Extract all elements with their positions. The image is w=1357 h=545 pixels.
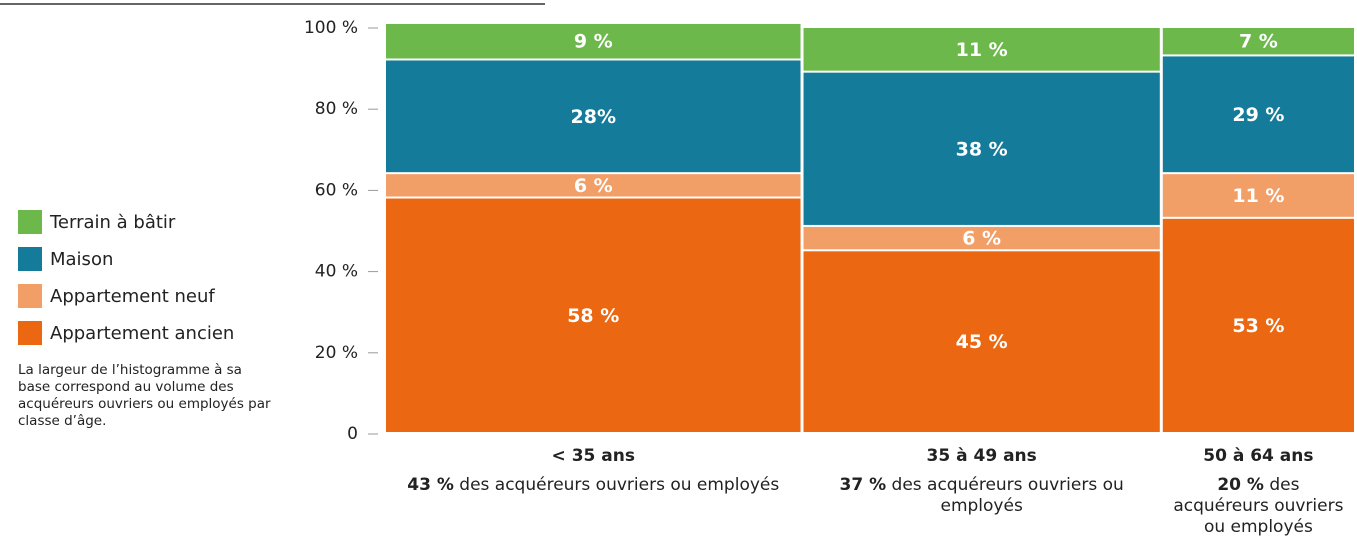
- segment: [803, 226, 1160, 250]
- segment: [386, 60, 801, 173]
- data-label: 58 %: [567, 305, 619, 327]
- category-label: 35 à 49 ans: [926, 446, 1037, 466]
- y-tick-label: 40 %: [315, 262, 358, 282]
- segment: [803, 251, 1160, 432]
- legend-swatch: [18, 210, 42, 234]
- data-label: 6 %: [574, 175, 613, 197]
- x-label: < 35 ans 43 % des acquéreurs ouvriers ou …: [394, 446, 793, 496]
- data-label: 11 %: [1232, 185, 1284, 207]
- legend-label: Terrain à bâtir: [50, 211, 176, 233]
- segment: [1162, 218, 1354, 432]
- category-label: 50 à 64 ans: [1203, 446, 1314, 466]
- note: La largeur de l’histogramme à sa base co…: [18, 362, 271, 429]
- y-tick-label: 0: [347, 424, 358, 444]
- caption: 43 % des acquéreurs ouvriers ou employés: [394, 475, 793, 496]
- data-label: 28%: [571, 106, 616, 128]
- data-label: 29 %: [1232, 104, 1284, 126]
- y-tick-label: 60 %: [315, 180, 358, 200]
- legend-label: Appartement neuf: [50, 285, 215, 307]
- segment: [386, 174, 801, 197]
- segment: [1162, 28, 1354, 55]
- legend-item: Maison: [18, 247, 113, 271]
- segment: [386, 23, 801, 59]
- x-label: 50 à 64 ans 20 % des acquéreurs ouvriers …: [1171, 446, 1346, 538]
- data-label: 7 %: [1239, 31, 1278, 53]
- y-tick-label: 80 %: [315, 99, 358, 119]
- width-caption: des acquéreurs ouvriers ou employés: [1173, 475, 1344, 537]
- data-label: 6 %: [962, 228, 1001, 250]
- width-label: 20 %: [1217, 475, 1264, 495]
- caption: 20 % des acquéreurs ouvriers ou employés: [1171, 475, 1346, 538]
- legend-swatch: [18, 321, 42, 345]
- width-label: 37 %: [839, 475, 887, 495]
- data-label: 9 %: [574, 31, 613, 53]
- data-label: 38 %: [956, 138, 1008, 160]
- segment: [386, 198, 801, 432]
- category-label: < 35 ans: [551, 446, 635, 466]
- legend-item: Appartement ancien: [18, 321, 234, 345]
- legend-item: Terrain à bâtir: [18, 210, 175, 234]
- segment: [803, 72, 1160, 225]
- data-label: 45 %: [956, 331, 1008, 353]
- segment: [1162, 174, 1354, 217]
- legend-swatch: [18, 284, 42, 308]
- width-caption: des acquéreurs ouvriers ou employés: [891, 475, 1124, 516]
- caption: 37 % des acquéreurs ouvriers ou employés: [812, 475, 1152, 517]
- data-label: 11 %: [956, 39, 1008, 61]
- width-caption: des acquéreurs ouvriers ou employés: [459, 475, 780, 495]
- x-label: 35 à 49 ans 37 % des acquéreurs ouvriers …: [812, 446, 1152, 517]
- data-label: 53 %: [1232, 315, 1284, 337]
- legend-label: Maison: [50, 248, 114, 270]
- legend-item: Appartement neuf: [18, 284, 215, 308]
- legend-swatch: [18, 247, 42, 271]
- legend-label: Appartement ancien: [50, 322, 235, 344]
- y-tick-label: 100 %: [304, 18, 358, 38]
- width-label: 43 %: [407, 475, 454, 495]
- segment: [803, 28, 1160, 71]
- y-tick-label: 20 %: [315, 343, 358, 363]
- segment: [1162, 56, 1354, 173]
